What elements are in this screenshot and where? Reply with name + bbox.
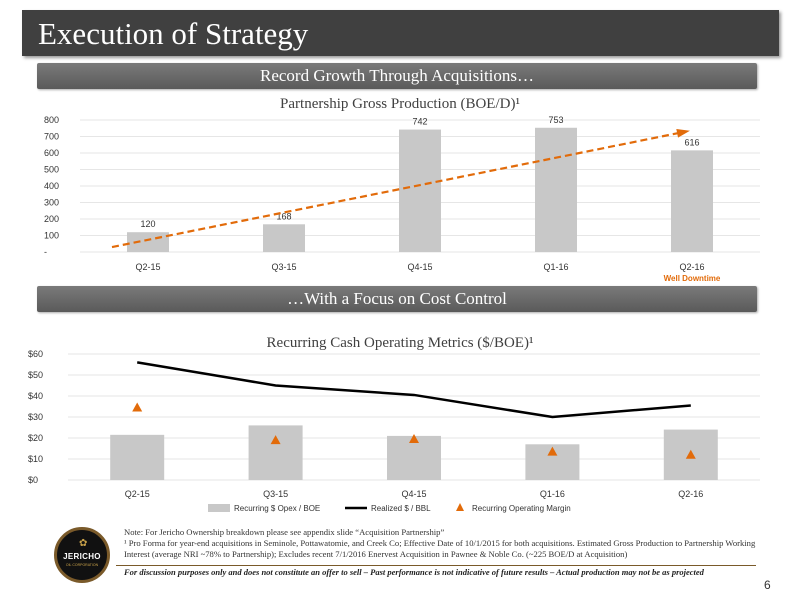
x-tick-label: Q2-15 (135, 262, 160, 272)
bar (671, 150, 713, 252)
trend-line (111, 130, 687, 249)
data-label: 616 (684, 137, 699, 147)
y-tick-label: $20 (28, 433, 43, 443)
bar (248, 425, 303, 480)
y-tick-label: $40 (28, 391, 43, 401)
y-tick-label: 400 (44, 181, 59, 191)
legend-swatch-margin (456, 503, 464, 511)
trend-arrowhead (676, 129, 690, 138)
data-label: 168 (276, 211, 291, 221)
disclaimer: For discussion purposes only and does no… (124, 567, 704, 577)
logo-name: JERICHO (63, 552, 101, 561)
bar (263, 224, 305, 252)
margin-marker (547, 446, 558, 456)
y-tick-label: $50 (28, 370, 43, 380)
y-tick-label: $30 (28, 412, 43, 422)
x-tick-label: Q4-15 (407, 262, 432, 272)
realized-price-line (136, 361, 691, 419)
x-tick-label: Q2-16 (678, 489, 703, 499)
x-tick-label: Q3-15 (271, 262, 296, 272)
section-header-cost: …With a Focus on Cost Control (37, 286, 757, 312)
margin-marker (270, 435, 281, 445)
slide-title: Execution of Strategy (38, 16, 309, 51)
footnotes: Note: For Jericho Ownership breakdown pl… (124, 527, 764, 560)
metrics-chart-title: Recurring Cash Operating Metrics ($/BOE)… (266, 335, 534, 351)
x-tick-label: Q2-15 (125, 489, 150, 499)
x-tick-label: Q4-15 (401, 489, 426, 499)
y-tick-label: 100 (44, 231, 59, 241)
metrics-chart: $0 $10 $20 $30 $40 $50 $60 Q2-15 Q3-15 Q4-15 Q1-16… (28, 349, 760, 513)
pro-forma-note: ¹ Pro Forma for year-end acquisitions in… (124, 538, 756, 559)
x-tick-label: Q3-15 (263, 489, 288, 499)
x-tick-label: Q1-16 (540, 489, 565, 499)
margin-marker (132, 402, 143, 412)
bar (387, 435, 441, 480)
legend-swatch-opex (208, 504, 230, 512)
page-number: 6 (764, 578, 771, 592)
logo-subtitle: OIL CORPORATION (65, 563, 99, 567)
legend-label: Recurring Operating Margin (472, 504, 571, 513)
y-tick-label: 600 (44, 148, 59, 158)
leaf-icon: ✿ (79, 538, 88, 549)
data-label: 753 (548, 115, 563, 125)
section-header-growth: Record Growth Through Acquisitions… (37, 63, 757, 89)
y-tick-label: - (44, 247, 47, 257)
ownership-note: Note: For Jericho Ownership breakdown pl… (124, 527, 445, 537)
margin-marker (685, 449, 696, 459)
bar (535, 127, 577, 252)
footer-divider (116, 565, 756, 566)
production-chart: - 100 200 300 400 500 600 700 800 120 Q2-15 168 Q3-1… (44, 115, 760, 283)
y-tick-label: 800 (44, 115, 59, 125)
y-tick-label: $0 (28, 475, 38, 485)
data-label: 120 (140, 219, 155, 229)
jericho-logo: ✿ JERICHO OIL CORPORATION (54, 527, 110, 583)
y-tick-label: 700 (44, 132, 59, 142)
y-tick-label: 300 (44, 198, 59, 208)
x-tick-label: Q1-16 (543, 262, 568, 272)
bar (399, 129, 441, 252)
well-downtime-annotation: Well Downtime (664, 274, 721, 283)
x-tick-label: Q2-16 (679, 262, 704, 272)
y-tick-label: $60 (28, 349, 43, 359)
production-chart-title: Partnership Gross Production (BOE/D)¹ (280, 96, 520, 112)
bar (127, 232, 169, 252)
legend-label: Realized $ / BBL (371, 504, 431, 513)
bar (110, 434, 165, 480)
data-label: 742 (412, 117, 427, 127)
y-tick-label: 500 (44, 165, 59, 175)
y-tick-label: 200 (44, 214, 59, 224)
legend-label: Recurring $ Opex / BOE (234, 504, 320, 513)
title-bar: Execution of Strategy (22, 10, 779, 56)
margin-marker (409, 434, 419, 444)
y-tick-label: $10 (28, 454, 43, 464)
